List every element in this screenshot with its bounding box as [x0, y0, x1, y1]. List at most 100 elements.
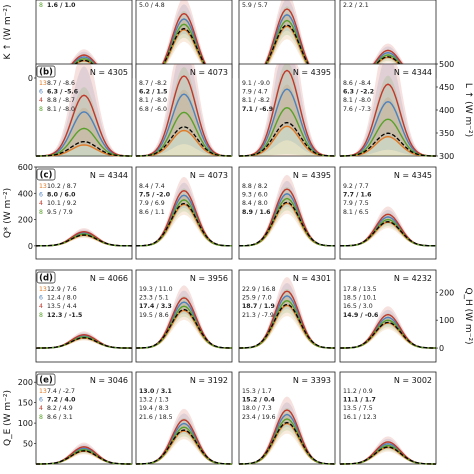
line-series-4	[36, 336, 132, 349]
y-tick-left: 0	[28, 74, 33, 83]
stat-text: 18.0 / 7.3	[242, 405, 272, 412]
stat-text: 15.3 / 1.7	[242, 388, 272, 395]
n-count-label: N = 4344	[90, 171, 128, 180]
band-series-4	[136, 66, 232, 156]
y-tick-left: 600	[18, 163, 33, 172]
stat-text: 13.5 / 7.5	[343, 405, 373, 412]
stat-text: 9.5 / 7.9	[47, 209, 73, 216]
legend-number: 4	[39, 303, 43, 310]
stat-text: 15.2 / 0.4	[242, 397, 275, 404]
line-observed	[340, 321, 436, 349]
n-count-label: N = 3046	[90, 376, 128, 385]
stat-text: 21.6 / 18.5	[139, 414, 173, 421]
n-count-label: N = 3393	[293, 376, 331, 385]
line-observed	[340, 132, 436, 157]
n-count-label: N = 3002	[394, 376, 432, 385]
legend-number: 8	[39, 2, 43, 9]
stat-text: 7.9 / 4.7	[242, 89, 268, 96]
line-series-4	[35, 233, 133, 247]
stat-text: 23.3 / 5.1	[139, 295, 169, 302]
line-observed	[36, 234, 132, 247]
legend-number: 4	[39, 200, 43, 207]
legend-number: 8	[39, 414, 43, 421]
legend-number: 13	[39, 286, 47, 293]
stat-text: 8.4 / 8.0	[242, 200, 268, 207]
panel-frame	[35, 269, 133, 363]
stat-text: 8.7 / -8.2	[139, 80, 167, 87]
stat-text: 6.2 / 1.5	[139, 89, 168, 96]
n-count-label: N = 4344	[394, 68, 432, 77]
panel-label-box	[36, 271, 56, 284]
panel-r4-c1: N = 3192 13.0 / 3.1 13.2 / 1.319.4 / 8.3 21…	[135, 371, 233, 465]
stat-text: 21.3 / -7.9	[242, 312, 274, 319]
n-count-label: N = 3192	[190, 376, 228, 385]
stat-text: 10.1 / 9.2	[47, 200, 77, 207]
line-series-4	[340, 444, 436, 465]
stat-text: 12.3 / -1.5	[47, 312, 82, 319]
panel-frame	[339, 166, 437, 260]
line-observed	[135, 429, 233, 465]
panel-r2-c3: N = 4345 9.2 / 7.7 7.7 / 1.67.9 / 7.5 8.1 /…	[339, 166, 437, 260]
stat-text: 8.4 / 7.4	[139, 183, 165, 190]
y-tick-right: 400	[439, 106, 454, 115]
line-observed	[136, 308, 232, 349]
stat-text: 19.5 / 8.6	[139, 312, 169, 319]
band-series-4	[340, 75, 436, 156]
legend-number: 6	[39, 397, 43, 404]
line-observed	[340, 221, 436, 247]
line-observed	[136, 202, 232, 247]
stat-text: 12.4 / 8.0	[47, 295, 77, 302]
legend-number: 13	[39, 183, 47, 190]
line-observed	[35, 337, 133, 349]
stat-text: 5.0 / 4.8	[139, 2, 165, 9]
line-series-3	[238, 69, 336, 157]
stat-text: 8.8 / -8.7	[47, 97, 75, 104]
panel-r1-c0: N = 4305 8.7 / -8.6 6.3 / -5.68.8 / -8.7 8.…	[35, 63, 133, 157]
y-tick-right: 100	[439, 316, 454, 325]
band-series-3	[36, 64, 132, 156]
stat-text: 8.1 / -8.0	[343, 97, 371, 104]
panel-r2-c1: N = 4073 8.4 / 7.4 7.5 / -2.07.9 / 6.9 8.6 …	[135, 166, 233, 260]
panel-r2-c0: N = 4344 10.2 / 8.7 8.0 / 6.010.1 / 9.2 9.5…	[35, 166, 133, 260]
y-tick-left: 200	[18, 378, 33, 387]
y-tick-right: 0	[439, 344, 444, 353]
stat-text: 8.2 / 4.9	[47, 405, 73, 412]
band-series-3	[239, 0, 335, 78]
y-axis-label-left: Q_E (W m⁻²)	[3, 390, 13, 446]
legend-number: 6	[39, 89, 43, 96]
panel-r1-c2: N = 4395 9.1 / -9.0 7.9 / 4.78.1 / -8.2 7.1…	[238, 63, 336, 157]
stat-text: 6.8 / -6.0	[139, 106, 167, 113]
stat-text: 7.7 / 1.6	[343, 192, 372, 199]
legend-number: 13	[39, 80, 47, 87]
stat-text: 8.9 / 1.6	[242, 209, 271, 216]
n-count-label: N = 3956	[190, 274, 228, 283]
panel-label: (c)	[40, 171, 53, 181]
panel-label: (e)	[39, 376, 53, 386]
stat-text: 23.4 / 19.6	[242, 414, 276, 421]
n-count-label: N = 4073	[190, 68, 228, 77]
n-count-label: N = 4345	[394, 171, 432, 180]
n-count-label: N = 4395	[293, 171, 331, 180]
n-count-label: N = 4073	[190, 171, 228, 180]
stat-text: 10.2 / 8.7	[47, 183, 77, 190]
line-series-3	[339, 83, 437, 157]
n-count-label: N = 4395	[293, 68, 331, 77]
band-series-1	[36, 107, 132, 156]
line-series-4	[340, 118, 436, 157]
legend-number: 6	[39, 192, 43, 199]
panel-label: (d)	[39, 274, 53, 284]
stat-text: 16.5 / 3.0	[343, 303, 373, 310]
stat-text: 7.6 / -7.3	[343, 106, 371, 113]
panel-frame	[339, 371, 437, 465]
panel-r4-c3: N = 3002 11.2 / 0.9 11.1 / 1.713.5 / 7.5 16…	[339, 371, 437, 465]
panel-frame	[35, 166, 133, 260]
stat-text: 9.3 / 6.0	[242, 192, 268, 199]
y-tick-right: 200	[439, 288, 454, 297]
panel-frame	[339, 63, 437, 157]
band-series-4	[239, 64, 335, 156]
line-series-3	[35, 94, 133, 157]
n-count-label: N = 4301	[293, 274, 331, 283]
y-axis-label-left: K ↑ (W m⁻²)	[3, 4, 13, 59]
panel-label-box	[36, 373, 56, 386]
